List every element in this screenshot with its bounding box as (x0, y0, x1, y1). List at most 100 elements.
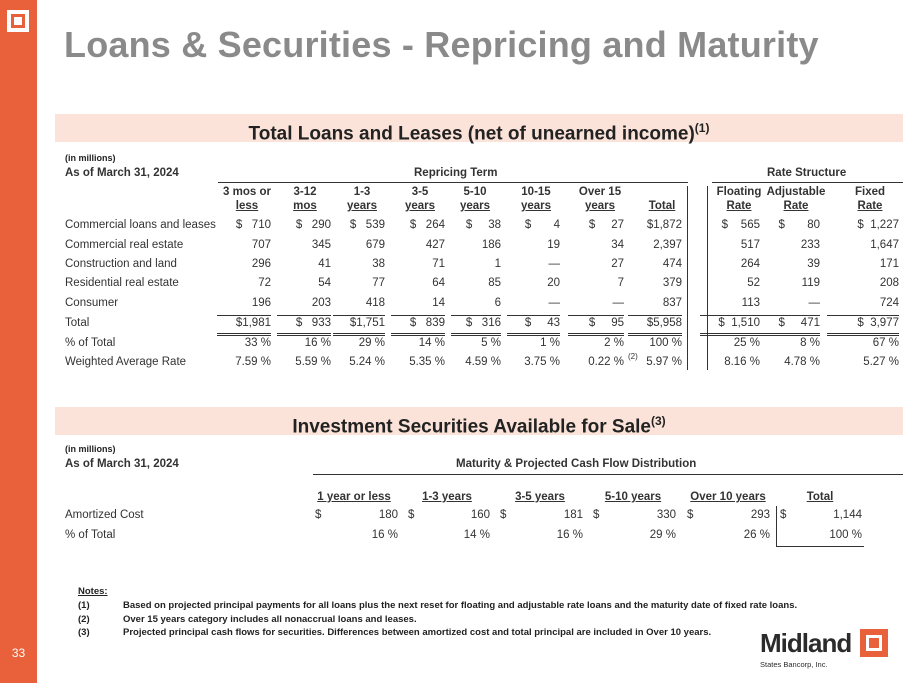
loans-cell: $ 27 (588, 219, 624, 231)
securities-cell: 1,144 (833, 509, 862, 521)
loans-row-label: Consumer (65, 297, 119, 309)
rate-group-underline (712, 182, 903, 183)
securities-col-header: 5-10 years (604, 491, 662, 503)
loans-cell: 38 (372, 258, 385, 270)
securities-row-label: % of Total (65, 529, 116, 541)
loans-cell: 474 (662, 258, 682, 270)
currency-symbol: $ (593, 509, 600, 521)
total-double-rule (507, 333, 560, 334)
securities-units: (in millions) (65, 444, 116, 454)
loans-cell: 27 (611, 258, 624, 270)
loans-cell: 4.59 % (465, 356, 501, 368)
currency-symbol: $ (315, 509, 322, 521)
loans-cell: $ 710 (235, 219, 271, 231)
loans-cell: 34 (611, 239, 624, 251)
loans-cell: 1 (494, 258, 501, 270)
loans-cell: 6 (494, 297, 501, 309)
loans-cell: 100 % (649, 337, 682, 349)
loans-cell: 517 (740, 239, 760, 251)
loans-cell: 379 (662, 277, 682, 289)
total-double-rule (217, 333, 271, 334)
loans-col-header: Adjustable Rate (766, 186, 826, 212)
currency-symbol: $ (780, 509, 787, 521)
loans-cell: $ 316 (465, 317, 501, 329)
total-double-rule (277, 335, 331, 336)
securities-total-divider (776, 506, 777, 546)
total-right-divider (687, 186, 688, 370)
loans-cell: 5.97 % (646, 356, 682, 368)
loans-cell: $ 38 (465, 219, 501, 231)
loans-cell: 52 (747, 277, 760, 289)
total-double-rule (760, 333, 820, 334)
total-double-rule (568, 335, 624, 336)
currency-symbol: $ (687, 509, 694, 521)
brand-square-icon (860, 629, 888, 657)
loans-cell: 5.35 % (409, 356, 445, 368)
loans-row-label: Weighted Average Rate (65, 356, 187, 368)
loans-col-header: Fixed Rate (854, 186, 886, 212)
securities-col-header: Over 10 years (690, 491, 766, 503)
loans-row-label: % of Total (65, 337, 116, 349)
loans-cell: $ 95 (588, 317, 624, 329)
subtotal-rule (391, 315, 445, 316)
total-double-rule (628, 335, 682, 336)
loans-row-label: Total (65, 317, 90, 329)
loans-units: (in millions) (65, 153, 116, 163)
loans-cell: 679 (365, 239, 385, 251)
loans-col-header: 3-5 years (404, 186, 436, 212)
securities-cell: 181 (563, 509, 583, 521)
notes-heading: Notes: (78, 586, 108, 597)
securities-total-bottom-rule (776, 546, 864, 547)
loans-col-header: 3-12 mos (293, 186, 317, 212)
total-double-rule (217, 335, 271, 336)
loans-cell: $ 264 (409, 219, 445, 231)
securities-col-header: 1 year or less (317, 491, 391, 503)
loans-col-header: Total (648, 200, 676, 212)
loans-cell: 16 % (304, 337, 331, 349)
page-title: Loans & Securities - Repricing and Matur… (64, 24, 819, 65)
loans-cell: $ 933 (295, 317, 331, 329)
total-double-rule (827, 333, 899, 334)
subtotal-rule (628, 315, 682, 316)
subtotal-rule (760, 315, 820, 316)
subtotal-rule (277, 315, 331, 316)
securities-cell: 14 % (463, 529, 490, 541)
loans-cell: $ 1,510 (718, 317, 760, 329)
loans-cell: $ 290 (295, 219, 331, 231)
securities-cell: 100 % (829, 529, 862, 541)
securities-col-header: 3-5 years (515, 491, 565, 503)
loans-cell: 77 (372, 277, 385, 289)
securities-cell: 293 (750, 509, 770, 521)
total-double-rule (568, 333, 624, 334)
loans-row-label: Residential real estate (65, 277, 179, 289)
loans-repricing-group: Repricing Term (414, 167, 498, 179)
loans-cell: 54 (318, 277, 331, 289)
loans-cell: $ 43 (524, 317, 560, 329)
midland-brand-logo: Midland States Bancorp, Inc. (760, 628, 890, 669)
brand-name: Midland (760, 628, 852, 658)
loans-cell: 20 (547, 277, 560, 289)
loans-cell: $ 1,227 (857, 219, 899, 231)
loans-cell: $ 471 (778, 317, 820, 329)
total-double-rule (760, 335, 820, 336)
notes: Notes: (1) Based on projected principal p… (78, 586, 797, 640)
loans-cell: 186 (481, 239, 501, 251)
loans-cell: 113 (741, 297, 760, 309)
securities-group-underline (313, 474, 903, 475)
securities-as-of: As of March 31, 2024 (65, 458, 179, 470)
total-double-rule (277, 333, 331, 334)
loans-banner: Total Loans and Leases (net of unearned … (55, 114, 903, 144)
loans-cell: 8.16 % (724, 356, 760, 368)
loans-col-header: Floating Rate (716, 186, 762, 212)
brand-subtitle: States Bancorp, Inc. (760, 660, 828, 669)
securities-group: Maturity & Projected Cash Flow Distribut… (456, 458, 697, 470)
loans-cell: 1 % (540, 337, 560, 349)
securities-cell: 16 % (556, 529, 583, 541)
loans-cell: $5,958 (646, 317, 682, 329)
subtotal-rule (217, 315, 271, 316)
total-double-rule (700, 335, 760, 336)
loans-cell: — (548, 297, 561, 309)
loans-row-label: Commercial loans and leases (65, 219, 216, 231)
loans-cell: 418 (365, 297, 385, 309)
loans-cell: 5.24 % (349, 356, 385, 368)
